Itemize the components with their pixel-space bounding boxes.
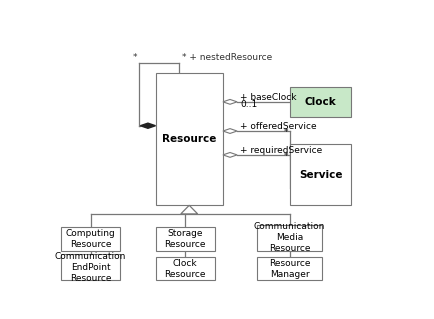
Text: Storage
Resource: Storage Resource <box>164 229 205 249</box>
FancyBboxPatch shape <box>256 257 322 280</box>
Polygon shape <box>223 100 237 104</box>
Text: Resource: Resource <box>162 134 216 144</box>
FancyBboxPatch shape <box>290 144 350 205</box>
FancyBboxPatch shape <box>61 255 120 280</box>
FancyBboxPatch shape <box>155 73 223 205</box>
Text: *: * <box>283 152 288 161</box>
FancyBboxPatch shape <box>290 87 350 117</box>
Text: Resource
Manager: Resource Manager <box>268 258 309 278</box>
Text: Communication
Media
Resource: Communication Media Resource <box>253 222 325 254</box>
Text: *: * <box>132 53 137 62</box>
Text: + offeredService: + offeredService <box>240 122 316 131</box>
Text: Communication
EndPoint
Resource: Communication EndPoint Resource <box>55 252 126 283</box>
Text: *: * <box>283 129 288 137</box>
Text: * + nestedResource: * + nestedResource <box>182 53 272 62</box>
FancyBboxPatch shape <box>155 227 214 251</box>
Text: + baseClock: + baseClock <box>240 93 296 102</box>
Text: Clock
Resource: Clock Resource <box>164 258 205 278</box>
Text: Computing
Resource: Computing Resource <box>66 229 115 249</box>
Polygon shape <box>140 123 155 128</box>
FancyBboxPatch shape <box>61 227 120 251</box>
Polygon shape <box>181 205 197 214</box>
Text: + requiredService: + requiredService <box>240 146 322 155</box>
Text: Clock: Clock <box>304 97 336 107</box>
FancyBboxPatch shape <box>155 257 214 280</box>
FancyBboxPatch shape <box>256 225 322 251</box>
Text: 0..1: 0..1 <box>240 100 257 109</box>
Text: Service: Service <box>298 170 342 180</box>
Polygon shape <box>223 129 237 133</box>
Polygon shape <box>223 152 237 157</box>
